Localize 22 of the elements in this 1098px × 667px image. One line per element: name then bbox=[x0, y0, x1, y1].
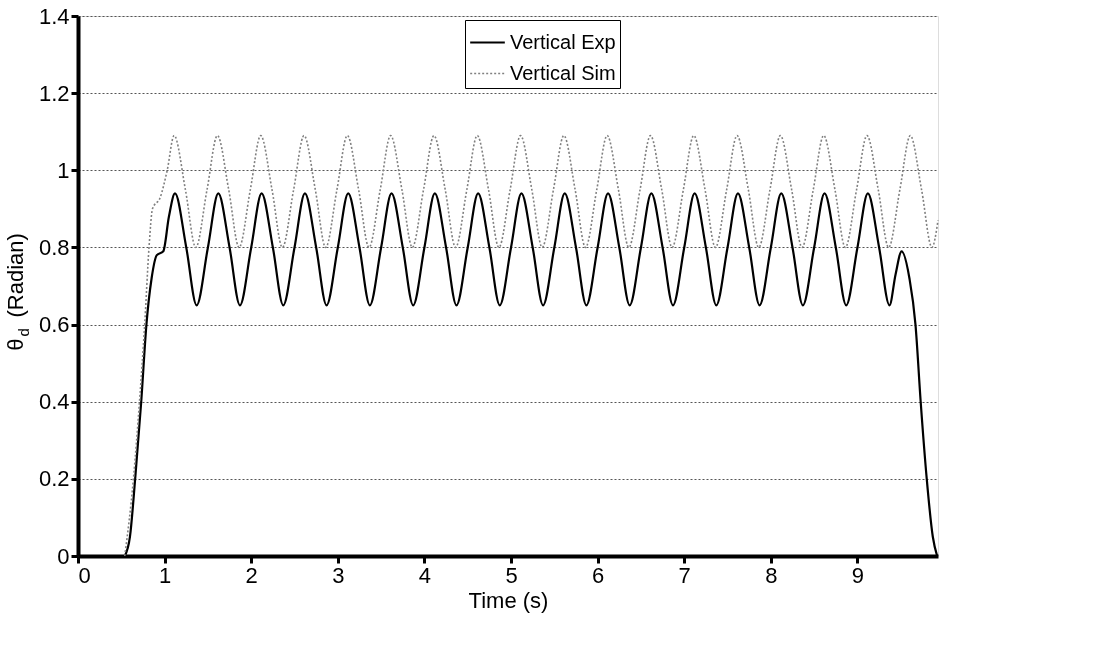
x-tick-label: 2 bbox=[245, 562, 258, 588]
legend-label: Vertical Sim bbox=[510, 61, 616, 84]
y-tick-label: 0.2 bbox=[38, 466, 70, 492]
x-tick-label: 3 bbox=[332, 562, 345, 588]
y-tick-label: 0.6 bbox=[38, 312, 70, 338]
x-tick-label: 0 bbox=[78, 562, 91, 588]
y-tick-label: 1 bbox=[57, 157, 70, 183]
y-tick-label: 0.4 bbox=[38, 389, 70, 415]
x-tick-label: 6 bbox=[592, 562, 605, 588]
y-axis-title: θd (Radian) bbox=[3, 233, 32, 351]
y-tick-label: 0.8 bbox=[38, 234, 70, 260]
legend-label: Vertical Exp bbox=[510, 30, 616, 53]
x-tick-label: 8 bbox=[765, 562, 778, 588]
y-tick-label: 1.4 bbox=[38, 3, 70, 29]
y-tick-label: 0 bbox=[57, 543, 70, 569]
x-tick-label: 9 bbox=[851, 562, 865, 588]
x-axis-title: Time (s) bbox=[468, 587, 549, 613]
y-tick-label: 1.2 bbox=[38, 80, 70, 106]
x-tick-label: 1 bbox=[158, 562, 172, 588]
x-tick-label: 7 bbox=[678, 562, 691, 588]
x-tick-label: 5 bbox=[505, 562, 518, 588]
x-tick-label: 4 bbox=[418, 562, 432, 588]
